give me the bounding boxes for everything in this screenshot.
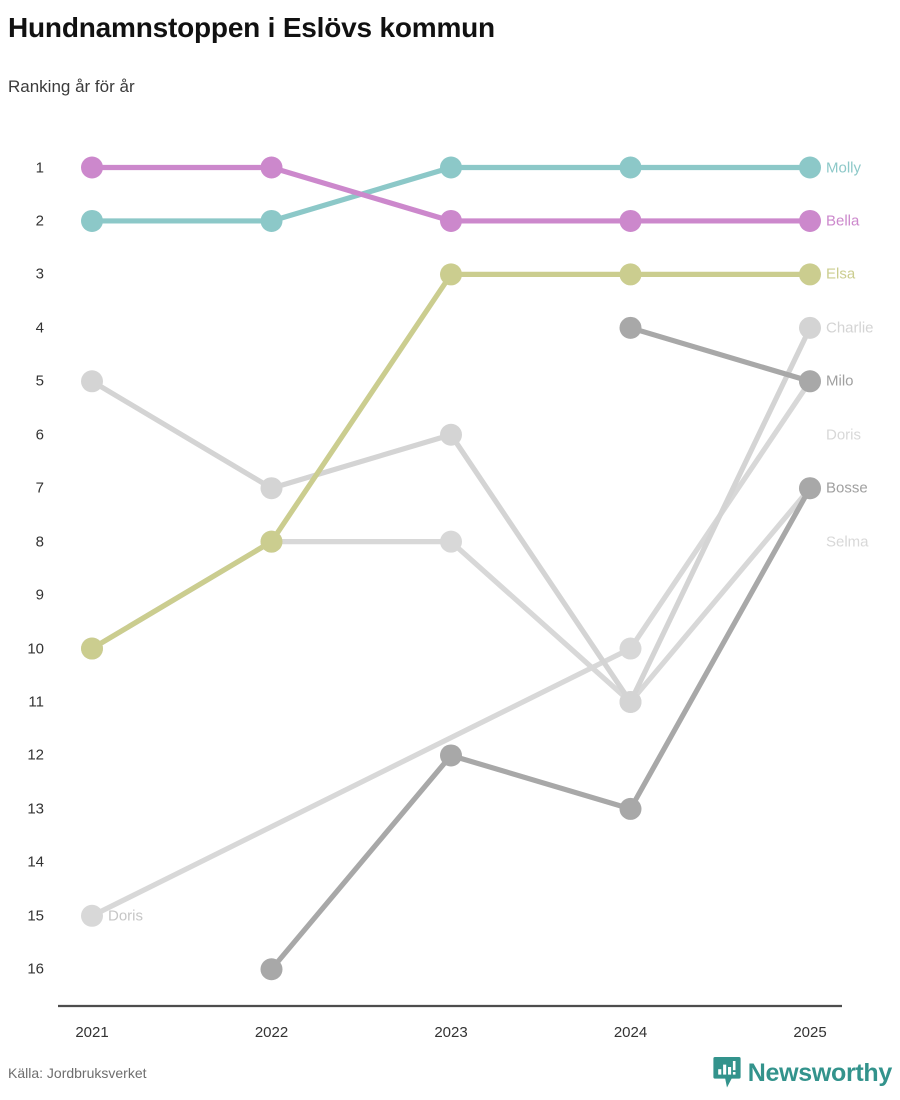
y-axis-tick-2: 2 xyxy=(35,212,44,230)
x-axis-tick-2024: 2024 xyxy=(613,1024,648,1041)
series-line-segment xyxy=(627,485,813,812)
y-axis-tick-3: 3 xyxy=(35,265,44,283)
series-point-marker[interactable] xyxy=(619,637,642,660)
series-line-segment xyxy=(448,432,634,705)
series-point-marker[interactable] xyxy=(440,744,462,767)
x-axis-tick-2025: 2025 xyxy=(793,1024,827,1041)
y-axis-tick-11: 11 xyxy=(28,693,44,711)
series-milo xyxy=(619,316,821,393)
series-inline-label-doris: Doris xyxy=(108,907,144,925)
y-axis-tick-9: 9 xyxy=(35,586,44,604)
x-axis-tick-2021: 2021 xyxy=(75,1024,109,1041)
series-point-marker[interactable] xyxy=(440,263,462,286)
y-axis-tick-15: 15 xyxy=(27,907,44,925)
series-line-segment xyxy=(89,539,275,652)
y-axis-tick-16: 16 xyxy=(27,960,44,978)
series-layer xyxy=(81,156,821,981)
series-point-marker[interactable] xyxy=(260,530,283,553)
series-line-segment xyxy=(89,645,634,919)
y-axis-tick-1: 1 xyxy=(35,159,44,176)
series-end-label-charlie: Charlie xyxy=(826,319,874,337)
series-selma xyxy=(81,477,821,713)
series-point-marker[interactable] xyxy=(619,209,642,232)
x-axis-tick-2023: 2023 xyxy=(434,1024,468,1041)
series-line-segment xyxy=(89,378,275,491)
y-axis-tick-7: 7 xyxy=(35,479,44,497)
series-point-marker[interactable] xyxy=(440,423,462,446)
series-line-segment xyxy=(268,752,454,972)
series-point-marker[interactable] xyxy=(619,263,642,286)
series-point-marker[interactable] xyxy=(260,156,283,179)
series-end-label-milo: Milo xyxy=(826,372,854,390)
y-axis-tick-4: 4 xyxy=(35,319,44,337)
series-end-label-bosse: Bosse xyxy=(826,479,868,497)
series-point-marker[interactable] xyxy=(619,156,642,179)
series-point-marker[interactable] xyxy=(799,263,821,286)
y-axis-tick-10: 10 xyxy=(27,640,44,658)
series-molly xyxy=(81,156,821,232)
series-point-marker[interactable] xyxy=(799,370,821,393)
series-doris xyxy=(81,370,821,927)
series-end-label-molly: Molly xyxy=(826,159,862,176)
series-point-marker[interactable] xyxy=(799,316,821,339)
series-point-marker[interactable] xyxy=(440,156,462,179)
series-end-label-elsa: Elsa xyxy=(826,265,856,283)
series-line-segment xyxy=(268,432,454,491)
series-point-marker[interactable] xyxy=(619,691,642,713)
series-charlie xyxy=(81,316,821,713)
series-point-marker[interactable] xyxy=(81,209,103,232)
x-axis-tick-2022: 2022 xyxy=(254,1024,289,1041)
y-axis-tick-8: 8 xyxy=(35,533,44,551)
series-line-segment xyxy=(627,485,813,705)
series-point-marker[interactable] xyxy=(260,477,283,500)
series-point-marker[interactable] xyxy=(799,477,821,500)
series-point-marker[interactable] xyxy=(81,156,103,179)
y-axis-tick-6: 6 xyxy=(35,426,44,444)
series-line-segment xyxy=(627,325,813,705)
series-point-marker[interactable] xyxy=(260,958,283,981)
series-line-segment xyxy=(448,752,634,812)
source-note: Källa: Jordbruksverket xyxy=(8,1065,147,1081)
series-bosse xyxy=(260,477,821,981)
series-point-marker[interactable] xyxy=(440,209,462,232)
series-end-label-selma: Selma xyxy=(826,533,869,551)
series-end-label-bella: Bella xyxy=(826,212,860,230)
y-axis-tick-5: 5 xyxy=(35,372,44,390)
series-elsa xyxy=(81,263,821,660)
series-line-segment xyxy=(448,539,634,705)
series-point-marker[interactable] xyxy=(260,209,283,232)
series-line-segment xyxy=(627,325,813,384)
series-point-marker[interactable] xyxy=(619,316,642,339)
series-line-segment xyxy=(268,164,454,224)
page-subtitle: Ranking år för år xyxy=(8,77,135,96)
newsworthy-logo: Newsworthy xyxy=(713,1056,892,1090)
series-line-segment xyxy=(268,271,454,545)
newsworthy-mark-icon xyxy=(713,1057,741,1088)
page-title: Hundnamnstoppen i Eslövs kommun xyxy=(8,12,495,43)
y-axis-tick-14: 14 xyxy=(27,853,44,871)
series-end-label-doris: Doris xyxy=(826,426,862,444)
newsworthy-wordmark: Newsworthy xyxy=(747,1058,893,1087)
series-point-marker[interactable] xyxy=(619,797,642,820)
series-bella xyxy=(81,156,821,232)
y-axis-tick-12: 12 xyxy=(27,746,44,764)
series-point-marker[interactable] xyxy=(81,370,103,393)
y-axis-tick-13: 13 xyxy=(27,800,44,818)
series-point-marker[interactable] xyxy=(799,209,821,232)
series-point-marker[interactable] xyxy=(81,637,103,660)
series-point-marker[interactable] xyxy=(440,530,462,553)
series-point-marker[interactable] xyxy=(799,156,821,179)
series-point-marker[interactable] xyxy=(81,904,103,927)
